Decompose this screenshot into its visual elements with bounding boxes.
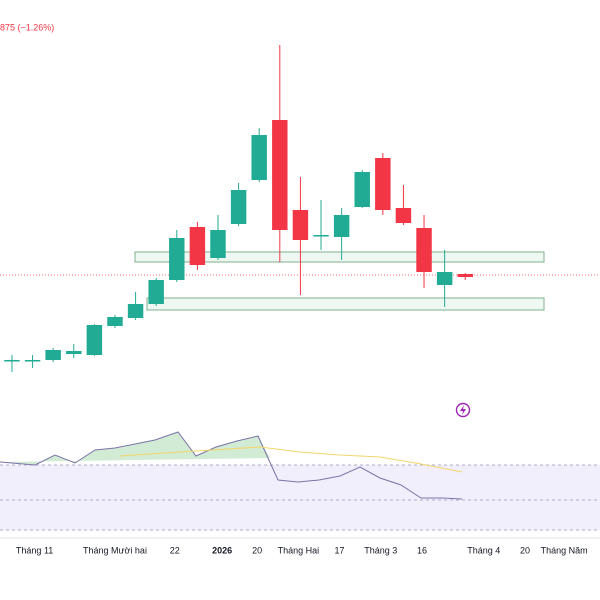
candle-body [169, 238, 185, 280]
candle-body [148, 280, 164, 304]
indicator-area [0, 432, 270, 465]
indicator-line [0, 431, 463, 500]
x-tick-label: 16 [417, 545, 427, 555]
x-tick-label: Tháng 4 [467, 545, 500, 555]
candle-body [210, 230, 226, 258]
candle-body [251, 135, 267, 180]
candle-body [272, 120, 288, 230]
candle-body [457, 274, 473, 277]
candle-body [375, 158, 391, 210]
candle-body [127, 304, 144, 318]
candle-body [24, 360, 41, 362]
candle-body [313, 235, 329, 237]
x-tick-label: 2026 [212, 545, 232, 555]
candle-body [86, 325, 103, 355]
candle-body [4, 360, 20, 362]
x-tick-label: 20 [252, 545, 262, 555]
candle-body [292, 210, 309, 240]
x-tick-label: Tháng 11 [16, 545, 53, 555]
signal-line [119, 446, 463, 473]
indicator-band [0, 465, 600, 530]
price-header: 875 (−1.26%) [0, 22, 54, 32]
candle-body [395, 208, 412, 223]
zone [134, 251, 545, 263]
candle-body [107, 317, 123, 326]
x-tick-label: Tháng 3 [364, 545, 397, 555]
candle-body [333, 215, 350, 237]
candle-body [416, 228, 432, 272]
x-tick-label: Tháng Mười hai [83, 545, 147, 555]
x-tick-label: Tháng Hai [278, 545, 320, 555]
x-tick-label: Tháng Năm [541, 545, 588, 555]
candle-body [66, 351, 82, 354]
x-tick-label: 20 [520, 545, 530, 555]
event-icon-bolt [460, 405, 466, 415]
candle-body [354, 172, 370, 207]
x-tick-label: 22 [170, 545, 180, 555]
candle-body [45, 350, 61, 360]
candle-body [436, 272, 453, 285]
x-tick-label: 17 [335, 545, 345, 555]
event-icon[interactable] [455, 402, 471, 418]
zone [146, 297, 545, 311]
candle-body [189, 227, 206, 265]
candle-body [230, 190, 247, 224]
